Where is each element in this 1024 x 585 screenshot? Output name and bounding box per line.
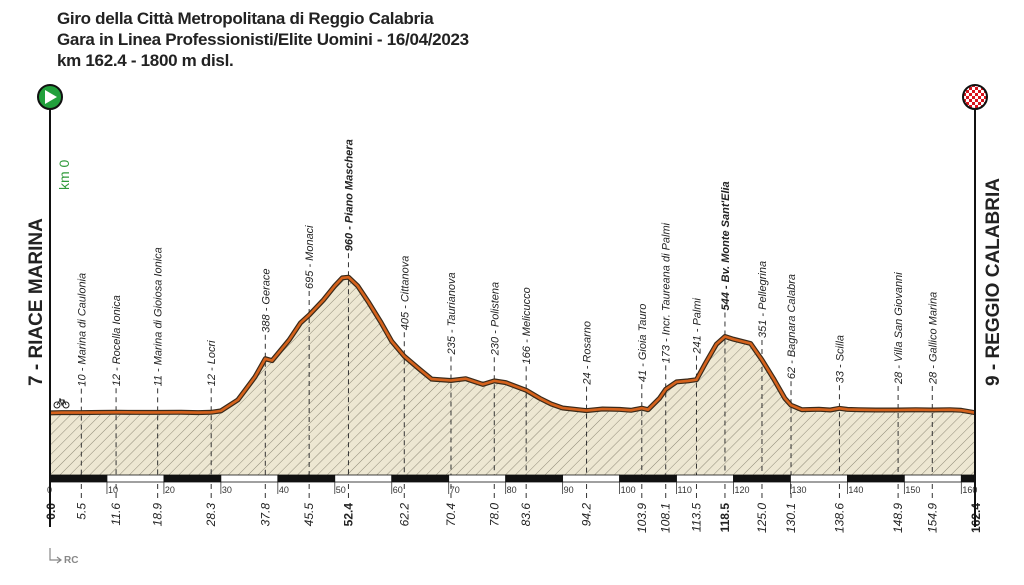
waypoint-label: 241 - Palmi xyxy=(691,297,703,354)
waypoint-km-label: 118.5 xyxy=(718,503,732,533)
waypoint-km-label: 37.8 xyxy=(258,503,272,527)
waypoint-label: 11 - Marina di Gioiosa Ionica xyxy=(153,247,165,386)
waypoint-km-label: 11.6 xyxy=(109,503,123,526)
waypoint-label: 405 - Cittanova xyxy=(399,256,411,331)
waypoint-km-label: 28.3 xyxy=(204,503,218,528)
waypoint-label: 41 - Gioia Tauro xyxy=(637,304,649,382)
waypoint-label: 62 - Bagnara Calabra xyxy=(786,274,798,379)
waypoint-label: 960 - Piano Maschera xyxy=(343,139,355,251)
km-scale-segment xyxy=(562,474,620,483)
start-town-label: 7 - RIACE MARINA xyxy=(26,218,47,386)
km-scale-segment xyxy=(733,474,791,483)
waypoint-km-label: 78.0 xyxy=(487,503,501,527)
waypoint-label: 24 - Rosarno xyxy=(582,321,594,386)
waypoint-km-label: 154.9 xyxy=(925,503,939,533)
x-tick-label: 120 xyxy=(734,485,749,495)
waypoint-label: 10 - Marina di Caulonia xyxy=(76,273,88,387)
waypoint-km-label: 125.0 xyxy=(755,503,769,533)
waypoint-km-label: 148.9 xyxy=(891,503,905,533)
x-tick-label: 20 xyxy=(165,485,175,495)
waypoint-km-label: 45.5 xyxy=(302,503,316,527)
race-subtitle: Gara in Linea Professionisti/Elite Uomin… xyxy=(57,30,469,49)
km-scale-segment xyxy=(619,474,677,483)
svg-text:RC: RC xyxy=(64,555,78,566)
x-tick-label: 40 xyxy=(279,485,289,495)
km-scale-segment xyxy=(163,474,222,483)
km-scale-segment xyxy=(334,474,393,483)
waypoint-label: 235 - Taurianova xyxy=(446,272,458,355)
race-distance: km 162.4 - 1800 m disl. xyxy=(57,51,234,70)
waypoint-label: 173 - Incr. Taureana di Palmi xyxy=(661,222,673,363)
waypoint-km-label: 70.4 xyxy=(444,503,458,527)
race-header: Giro della Città Metropolitana di Reggio… xyxy=(57,8,469,71)
waypoint-km-label: 94.2 xyxy=(580,503,594,527)
checkered-flag-icon xyxy=(962,84,988,110)
waypoint-label: 695 - Monaci xyxy=(304,225,316,289)
waypoint-label: 166 - Melicucco xyxy=(521,287,533,364)
x-tick-label: 90 xyxy=(564,485,574,495)
km-scale-segment xyxy=(448,474,507,483)
km-scale-segment xyxy=(960,474,976,483)
x-tick-label: 150 xyxy=(905,485,920,495)
x-tick-label: 70 xyxy=(450,485,460,495)
waypoint-label: 33 - Scilla xyxy=(834,335,846,383)
waypoint-km-label: 62.2 xyxy=(397,503,411,527)
waypoint-km-label: 108.1 xyxy=(659,503,673,533)
waypoint-label: 351 - Pellegrina xyxy=(757,261,769,338)
play-circle-icon xyxy=(37,84,63,110)
x-tick-label: 160 xyxy=(962,485,977,495)
x-tick-label: 140 xyxy=(848,485,863,495)
x-tick-label: 30 xyxy=(222,485,232,495)
waypoint-label: 230 - Polistena xyxy=(489,282,501,356)
waypoint-km-label: 103.9 xyxy=(635,503,649,533)
km-scale-segment xyxy=(790,474,848,483)
waypoint-km-label: 138.6 xyxy=(832,503,846,533)
waypoint-label: 28 - Villa San Giovanni xyxy=(893,272,905,385)
profile-line xyxy=(49,275,976,415)
km-scale-segment xyxy=(505,474,564,483)
km-scale-segment xyxy=(847,474,905,483)
x-tick-label: 110 xyxy=(678,485,692,495)
km-scale-segment xyxy=(106,474,165,483)
x-tick-label: 60 xyxy=(393,485,403,495)
waypoint-label: 388 - Gerace xyxy=(260,269,272,333)
waypoint-label: 544 - Bv. Monte Sant'Elia xyxy=(720,181,732,310)
waypoint-km-label: 18.9 xyxy=(151,503,165,527)
km-zero-label: km 0 xyxy=(56,159,72,190)
waypoint-label: 12 - Rocella Ionica xyxy=(111,295,123,386)
km-scale-segment xyxy=(220,474,279,483)
waypoint-km-label: 52.4 xyxy=(341,503,355,527)
waypoint-km-label: 83.6 xyxy=(519,503,533,527)
race-title: Giro della Città Metropolitana di Reggio… xyxy=(57,9,434,28)
x-tick-label: 10 xyxy=(108,485,118,495)
waypoint-label: 12 - Locri xyxy=(206,340,218,386)
waypoint-km-label: 130.1 xyxy=(784,503,798,533)
waypoint-km-label: 113.5 xyxy=(689,503,703,532)
km-scale-segment xyxy=(49,474,108,483)
x-tick-label: 130 xyxy=(791,485,806,495)
km-scale-segment xyxy=(903,474,962,483)
rc-logo: RC xyxy=(49,548,78,566)
bicycle-icon xyxy=(53,398,70,409)
x-tick-label: 100 xyxy=(621,485,636,495)
waypoint-label: 28 - Gallico Marina xyxy=(927,292,939,385)
x-tick-label: 50 xyxy=(336,485,346,495)
km-scale-segment xyxy=(391,474,450,483)
finish-town-label: 9 - REGGIO CALABRIA xyxy=(983,178,1004,386)
x-tick-label: 80 xyxy=(507,485,517,495)
waypoint-km-label: 5.5 xyxy=(74,503,88,520)
profile-area xyxy=(50,277,975,475)
km-scale-segment xyxy=(676,474,734,483)
km-scale-segment xyxy=(277,474,336,483)
